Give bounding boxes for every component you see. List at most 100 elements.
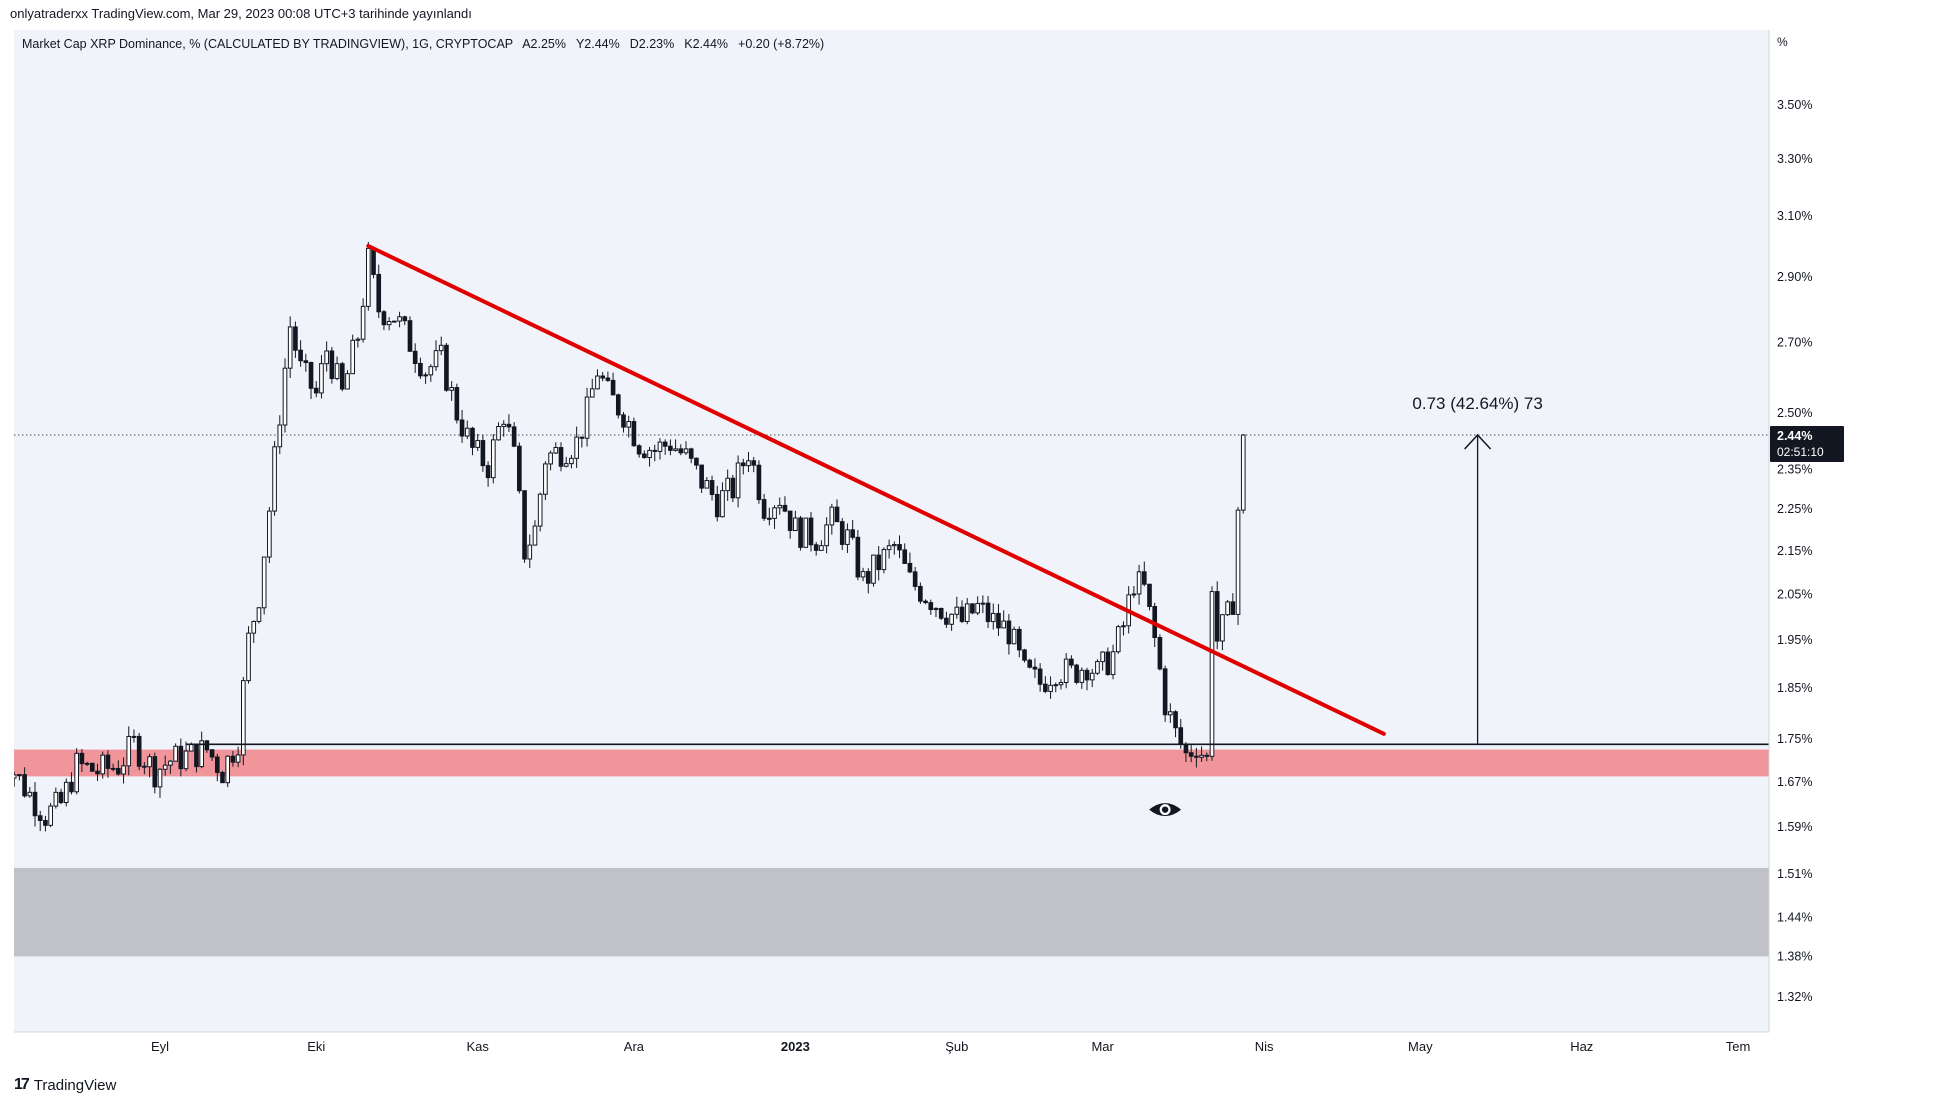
candle <box>1121 621 1126 636</box>
candle-body <box>782 504 788 512</box>
candle-body <box>1001 620 1007 629</box>
candle-body <box>1006 620 1012 645</box>
candle <box>162 755 168 776</box>
candle-body <box>1027 659 1033 668</box>
candle <box>27 787 33 798</box>
measure-label: 0.73 (42.64%) 73 <box>1412 394 1542 413</box>
candle-body <box>938 607 944 619</box>
candle <box>918 582 923 604</box>
candle-body <box>845 529 850 545</box>
candle-body <box>1058 682 1064 686</box>
candle-body <box>506 423 512 428</box>
candle-body <box>147 756 152 768</box>
candle-body <box>1105 651 1111 676</box>
candle <box>360 298 366 343</box>
candle-body <box>683 448 689 454</box>
candle-body <box>48 805 53 826</box>
candle-body <box>100 754 106 775</box>
price-axis[interactable] <box>1769 30 1850 1064</box>
candle-body <box>886 545 892 551</box>
time-axis[interactable] <box>14 1032 1850 1064</box>
chart-area[interactable]: 0.73 (42.64%) 73 % 3.50% 3.30% 3.10% 2.90% 2.… <box>14 30 1850 1064</box>
candle-body <box>740 462 746 467</box>
candle <box>537 492 543 532</box>
candle-body <box>188 743 194 752</box>
time-tick-label: Mar <box>1091 1039 1114 1054</box>
candle-body <box>626 421 632 428</box>
candle <box>376 264 382 319</box>
price-tick-label: 1.75% <box>1777 732 1812 746</box>
candle-body <box>1240 434 1246 511</box>
candle <box>157 768 163 798</box>
candle <box>662 439 668 455</box>
candle <box>839 518 845 550</box>
candle-body <box>1141 571 1147 585</box>
candle-body <box>1037 668 1043 685</box>
candle <box>241 676 246 766</box>
candle <box>204 740 210 753</box>
candle <box>595 369 600 390</box>
candle <box>1225 599 1230 617</box>
candle-body <box>131 735 137 738</box>
candle <box>418 357 423 379</box>
time-tick-label: Tem <box>1726 1039 1751 1054</box>
candle-body <box>595 375 600 390</box>
candle-body <box>808 517 814 546</box>
candle <box>355 337 361 348</box>
candle-body <box>480 440 486 467</box>
candle-body <box>1168 711 1173 716</box>
candle <box>626 415 632 438</box>
candle-body <box>428 366 434 376</box>
candle-body <box>454 387 460 421</box>
candle <box>720 482 725 518</box>
candle <box>485 461 491 487</box>
candle-body <box>959 606 965 622</box>
candle-body <box>392 320 397 323</box>
candle-body <box>642 453 647 459</box>
candle-body <box>365 247 371 307</box>
candle <box>168 759 173 774</box>
candle <box>116 760 121 776</box>
candle-body <box>1084 669 1090 681</box>
candle <box>589 378 595 398</box>
price-chart-svg[interactable]: 0.73 (42.64%) 73 % 3.50% 3.30% 3.10% 2.90% 2.… <box>14 30 1850 1064</box>
price-tick-label: 1.44% <box>1777 910 1812 924</box>
candle-body <box>27 791 33 797</box>
candle <box>850 520 855 540</box>
candle <box>230 751 236 767</box>
candle-body <box>168 760 173 766</box>
candle-body <box>980 602 986 605</box>
candle-body <box>964 603 970 622</box>
candle-body <box>1053 684 1059 687</box>
candle-body <box>860 571 866 578</box>
candle <box>1115 624 1121 654</box>
candle-body <box>787 510 793 532</box>
candle <box>14 771 17 787</box>
candle <box>464 420 470 440</box>
candle <box>699 464 704 494</box>
chart-title: Market Cap XRP Dominance, % (CALCULATED … <box>22 37 824 51</box>
candle-body <box>267 510 272 558</box>
candle <box>22 767 27 798</box>
time-tick-label: Kas <box>466 1039 489 1054</box>
candle <box>1011 626 1017 645</box>
candle <box>334 356 340 381</box>
candle-body <box>74 752 79 793</box>
time-tick-label: Ara <box>624 1039 645 1054</box>
candle <box>506 414 512 432</box>
candle <box>829 503 835 535</box>
time-tick-label: Nis <box>1255 1039 1274 1054</box>
candle <box>402 315 408 326</box>
candle-body <box>319 363 324 394</box>
candle <box>688 447 694 464</box>
candle <box>251 620 257 643</box>
candle <box>501 420 507 437</box>
candle-body <box>871 554 876 584</box>
candle <box>543 461 548 500</box>
candle-body <box>17 774 22 777</box>
candle <box>100 751 106 779</box>
candle-body <box>1095 661 1100 674</box>
candle <box>1037 663 1043 692</box>
candle <box>126 726 132 776</box>
candle-body <box>798 517 803 548</box>
